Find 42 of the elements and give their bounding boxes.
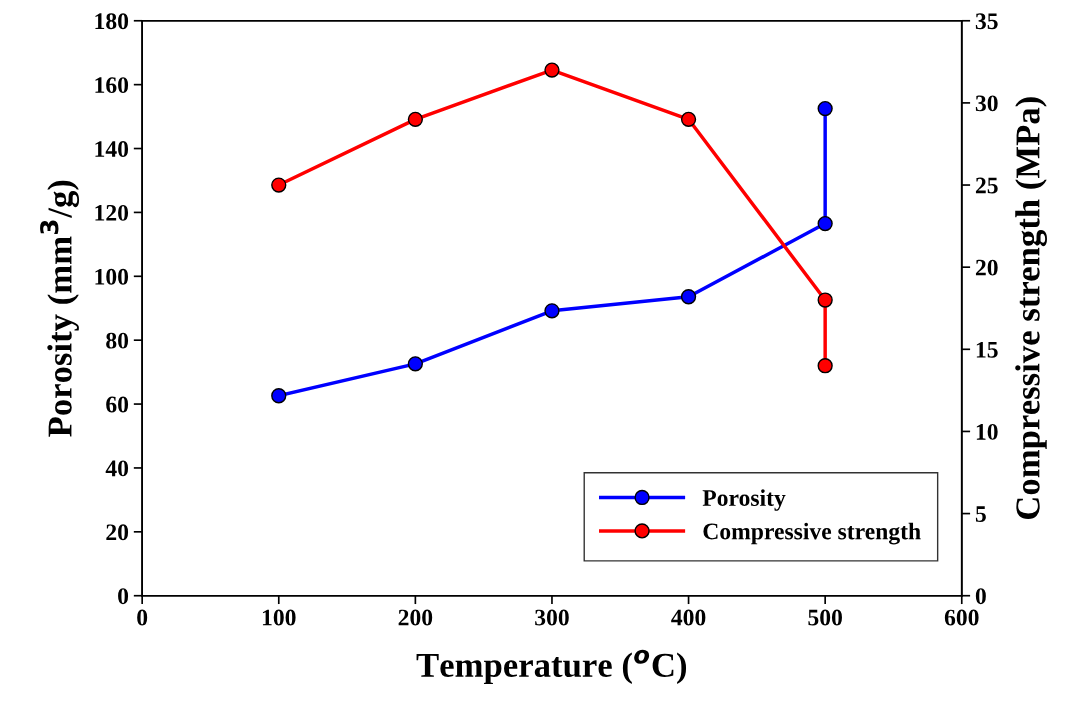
y2-tick-label: 10 [976, 423, 998, 440]
y-tick-label: 180 [95, 13, 129, 30]
point [544, 303, 560, 319]
legend-label: Compressive strength [703, 522, 921, 545]
y-axis-title: Porosity (mm$^{3}$/g) [40, 180, 80, 437]
y2-tick-label: 35 [975, 13, 998, 30]
y-tick-label: 20 [106, 524, 129, 541]
y-tick-label: 80 [106, 332, 129, 349]
y2-tick-label: 30 [975, 95, 998, 112]
y2-tick-label: 20 [975, 259, 998, 276]
y2-tick-label: 5 [975, 506, 986, 522]
y2-tick-label: 0 [975, 588, 986, 605]
x-axis-title: Temperature ($^{o}$C) [416, 649, 687, 685]
point [407, 111, 424, 127]
y-tick-label: 40 [105, 460, 129, 477]
x-tick-label: 100 [262, 609, 296, 626]
point [817, 292, 833, 308]
x-tick-label: 400 [671, 609, 706, 626]
y2-axis-title: Compressive strength (MPa) [1015, 97, 1047, 520]
point [817, 215, 833, 232]
y-tick-label: 0 [118, 588, 129, 605]
point [271, 177, 287, 193]
x-tick-label: 0 [137, 609, 148, 626]
x-tick-label: 200 [398, 609, 433, 626]
y2-tick-label: 15 [976, 341, 998, 358]
point [680, 111, 697, 127]
y-tick-label: 100 [95, 268, 129, 285]
y-tick-label: 60 [106, 396, 129, 413]
point [544, 62, 560, 78]
point [817, 358, 833, 374]
x-tick-label: 500 [808, 609, 842, 626]
y-tick-label: 140 [95, 141, 129, 157]
point [407, 356, 424, 372]
point [680, 289, 697, 305]
y-tick-label: 120 [95, 204, 129, 221]
x-tick-label: 300 [535, 609, 569, 626]
point [817, 100, 833, 117]
y2-tick-label: 25 [975, 177, 998, 194]
y-tick-label: 160 [95, 77, 129, 94]
x-tick-label: 600 [944, 609, 979, 626]
point [271, 388, 287, 404]
legend-label: Porosity [702, 489, 786, 511]
